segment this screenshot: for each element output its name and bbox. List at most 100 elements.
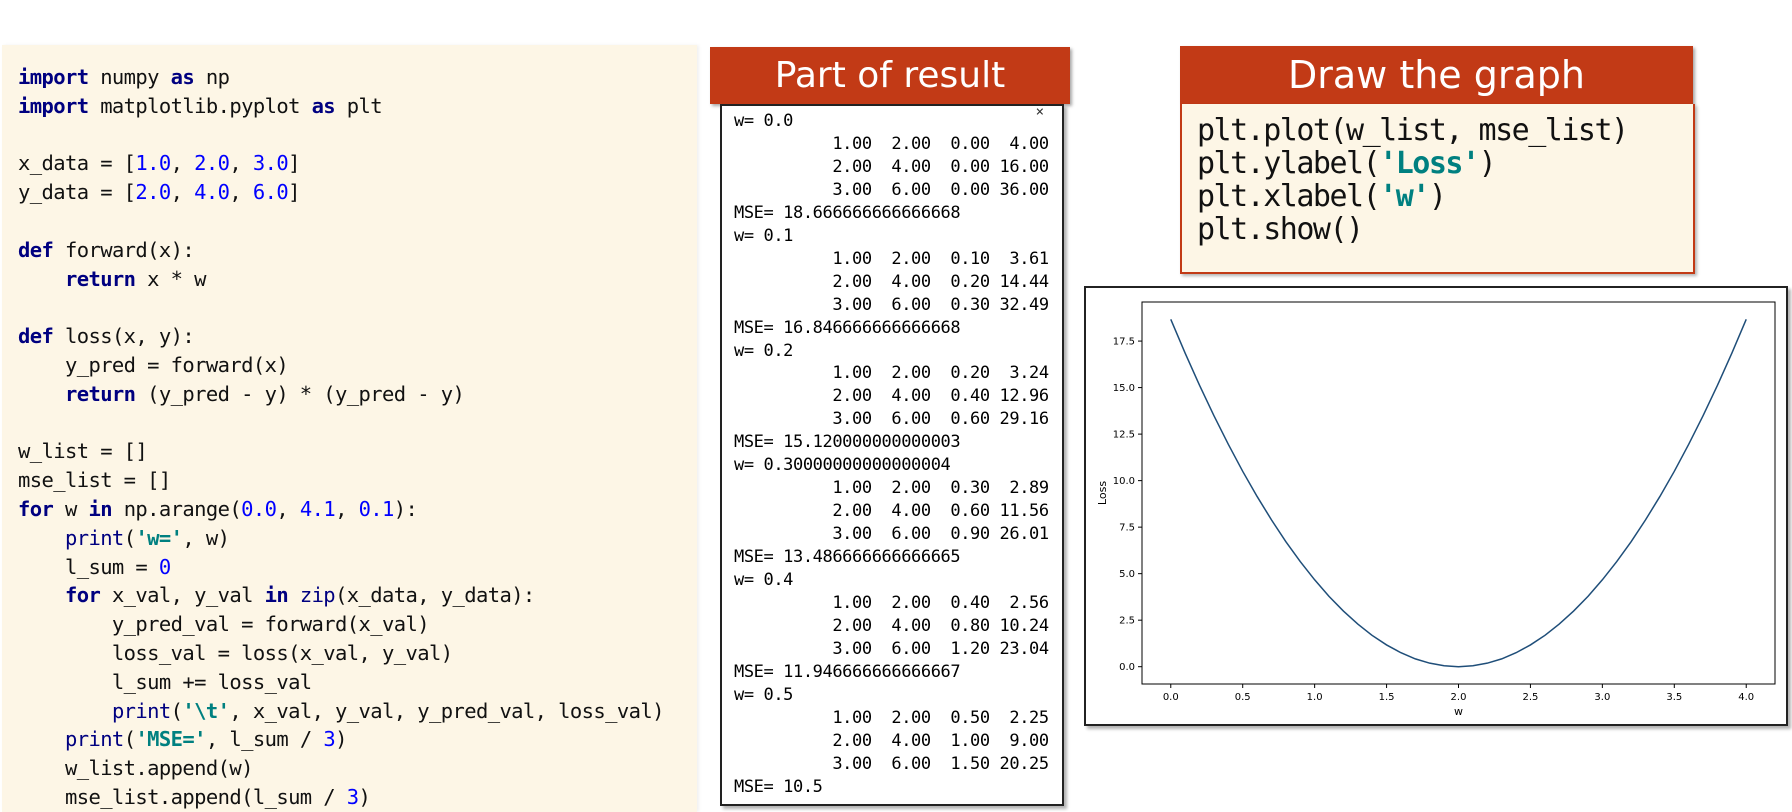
result-line: 2.00 4.00 0.60 11.56	[734, 501, 1049, 522]
code-token	[18, 526, 65, 550]
code-token: y_pred_val = forward(x_val)	[18, 612, 430, 637]
result-line: MSE= 18.666666666666668	[734, 202, 961, 223]
x-axis-label: w	[1454, 705, 1463, 718]
code-token: numpy	[88, 65, 171, 89]
graph-token: plt.xlabel(	[1197, 179, 1381, 214]
result-line: MSE= 11.946666666666667	[734, 661, 961, 682]
result-line: MSE= 16.846666666666668	[734, 317, 961, 338]
y-tick-label: 7.5	[1119, 523, 1135, 534]
code-line: y_pred = forward(x)	[18, 351, 664, 380]
code-line: l_sum = 0	[18, 553, 664, 582]
code-line: print('MSE=', l_sum / 3)	[18, 725, 664, 754]
x-tick-label: 0.5	[1235, 692, 1251, 703]
result-line: w= 0.30000000000000004	[734, 455, 951, 476]
result-line: 3.00 6.00 0.00 36.00	[734, 179, 1049, 200]
y-tick-label: 10.0	[1113, 476, 1135, 487]
graph-token: 'w'	[1379, 179, 1430, 214]
x-tick-label: 1.0	[1307, 692, 1323, 703]
code-token: x * w	[135, 266, 206, 291]
result-line: 3.00 6.00 0.90 26.01	[734, 524, 1049, 545]
code-token	[18, 727, 65, 751]
code-token: 6.0	[252, 180, 289, 205]
code-token: matplotlib.pyplot	[88, 93, 312, 118]
code-line: print('w=', w)	[18, 524, 664, 553]
result-line: MSE= 13.486666666666665	[734, 547, 961, 568]
code-line: import numpy as np	[18, 63, 664, 92]
code-token	[18, 583, 65, 607]
code-token: mse_list = []	[18, 468, 171, 493]
code-token: 3	[323, 727, 336, 752]
y-tick-label: 12.5	[1113, 430, 1135, 441]
x-tick-label: 3.5	[1666, 692, 1682, 703]
code-token: , l_sum /	[205, 727, 324, 752]
code-token: )	[358, 784, 371, 809]
graph-code: plt.plot(w_list, mse_list) plt.ylabel('Lo…	[1197, 112, 1629, 247]
plot-figure: 0.0 0.5 1.0 1.5 2.0 2.5 3.0 3.5 4.0 0.0 2.5 5.0 7.5 1…	[1084, 286, 1788, 726]
code-token: as	[170, 65, 195, 89]
x-tick-label: 4.0	[1738, 692, 1754, 703]
loss-chart: 0.0 0.5 1.0 1.5 2.0 2.5 3.0 3.5 4.0 0.0 2.5 5.0 7.5 1…	[1096, 301, 1776, 718]
code-token: def	[18, 237, 54, 262]
code-line: import matplotlib.pyplot as plt	[18, 92, 664, 121]
result-line: w= 0.1	[734, 225, 794, 246]
code-token: loss_val = loss(x_val, y_val)	[18, 640, 453, 665]
code-line: x_data = [1.0, 2.0, 3.0]	[18, 149, 664, 178]
loss-curve-line	[1170, 319, 1747, 668]
code-token: 4.1	[299, 496, 336, 521]
code-token: print	[64, 727, 124, 752]
code-panel: import numpy as np import matplotlib.pypl…	[2, 45, 697, 812]
graph-token: 'Loss'	[1379, 146, 1480, 181]
code-token: zip	[299, 583, 336, 608]
result-line: MSE= 15.120000000000003	[734, 432, 961, 453]
code-line: y_data = [2.0, 4.0, 6.0]	[18, 178, 664, 207]
code-line: y_pred_val = forward(x_val)	[18, 610, 664, 639]
y-axis-label: Loss	[1096, 481, 1109, 505]
code-token: (	[123, 727, 136, 752]
code-line	[18, 207, 664, 236]
code-line: l_sum += loss_val	[18, 668, 664, 697]
graph-title: Draw the graph	[1180, 46, 1693, 104]
code-line	[18, 121, 664, 150]
graph-token: plt.ylabel(	[1197, 146, 1381, 181]
result-line: w= 0.4	[734, 570, 794, 591]
code-token	[18, 382, 65, 406]
code-line: return x * w	[18, 265, 664, 294]
y-tick-label: 2.5	[1119, 616, 1135, 627]
code-line: w_list.append(w)	[18, 754, 664, 783]
code-token: print	[111, 698, 171, 723]
result-line: 1.00 2.00 0.10 3.61	[734, 248, 1049, 269]
code-token: for	[64, 583, 101, 608]
code-token: y_pred = forward(x)	[18, 352, 289, 377]
graph-line: plt.plot(w_list, mse_list)	[1197, 112, 1629, 148]
code-token: w_list = []	[18, 439, 148, 464]
result-line: w= 0.2	[734, 340, 794, 361]
code-token: w	[53, 496, 89, 521]
code-token: l_sum += loss_val	[18, 669, 312, 694]
code-token: 3	[346, 784, 359, 809]
code-token: np.arange(	[111, 496, 242, 521]
plot-area-frame	[1141, 301, 1776, 685]
code-line: def loss(x, y):	[18, 322, 664, 351]
code-token: w_list.append(w)	[18, 756, 253, 781]
result-line: 2.00 4.00 1.00 9.00	[734, 730, 1049, 751]
result-line: 3.00 6.00 0.30 32.49	[734, 294, 1049, 315]
result-text: w= 0.0 1.00 2.00 0.00 4.00 2.00 4.00 0.0…	[734, 110, 1049, 799]
code-token: ,	[170, 151, 195, 176]
code-token: ,	[229, 151, 253, 176]
code-block: import numpy as np import matplotlib.pypl…	[18, 63, 664, 812]
result-line: 1.00 2.00 0.50 2.25	[734, 707, 1049, 728]
result-line: 1.00 2.00 0.30 2.89	[734, 478, 1049, 499]
result-line: 3.00 6.00 1.50 20.25	[734, 753, 1049, 774]
result-title: Part of result	[710, 47, 1070, 104]
code-line	[18, 293, 664, 322]
y-tick-label: 5.0	[1119, 569, 1135, 580]
result-line: 2.00 4.00 0.00 16.00	[734, 156, 1049, 177]
graph-line: plt.xlabel('w')	[1197, 178, 1628, 214]
x-tick-label: 3.0	[1594, 692, 1610, 703]
code-token: (	[123, 525, 136, 550]
code-token: 2.0	[194, 151, 230, 176]
code-token: y_data = [	[18, 180, 136, 205]
result-line: 2.00 4.00 0.80 10.24	[734, 615, 1049, 636]
code-line: mse_list.append(l_sum / 3)	[18, 783, 664, 812]
code-token: )	[335, 727, 347, 752]
